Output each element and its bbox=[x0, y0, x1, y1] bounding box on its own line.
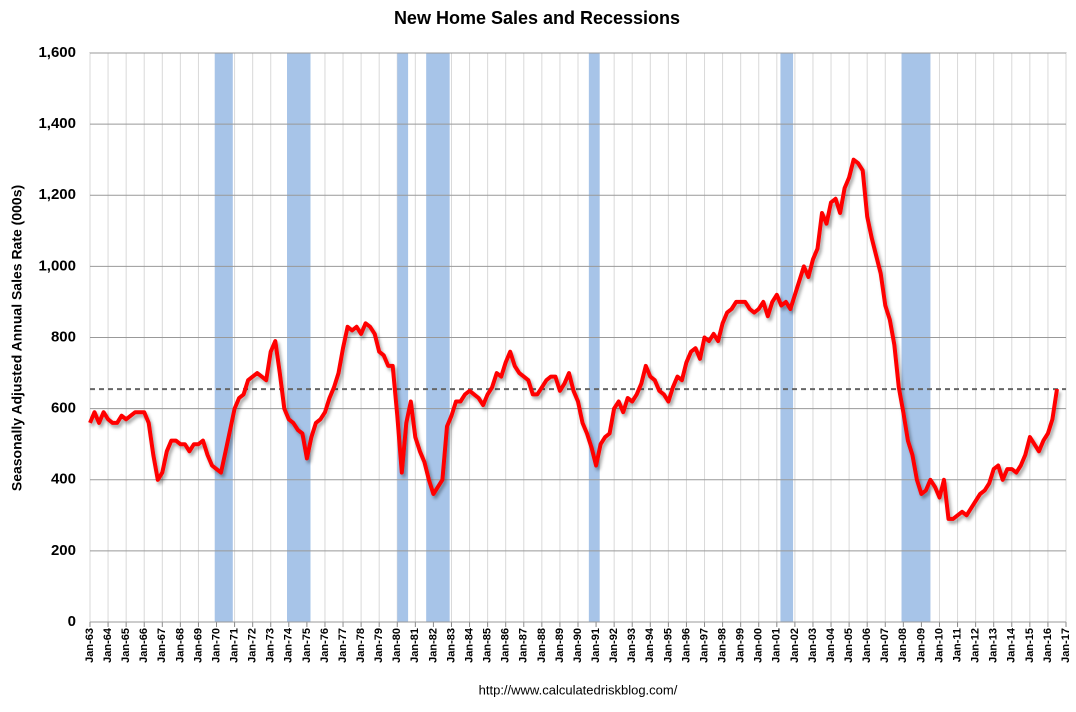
source: http://www.calculatedriskblog.com/ bbox=[479, 682, 678, 697]
y-tick-label: 400 bbox=[51, 471, 76, 488]
x-tick-label: Jan-68 bbox=[174, 628, 186, 663]
y-tick-label: 1,000 bbox=[38, 257, 76, 274]
x-tick-label: Jan-85 bbox=[482, 628, 494, 663]
x-tick-label: Jan-11 bbox=[951, 628, 963, 662]
y-tick-label: 800 bbox=[51, 328, 76, 345]
x-tick-label: Jan-92 bbox=[608, 628, 620, 663]
x-tick-label: Jan-66 bbox=[138, 628, 150, 663]
x-tick-label: Jan-17 bbox=[1060, 628, 1072, 663]
x-tick-label: Jan-13 bbox=[988, 628, 1000, 663]
x-tick-label: Jan-73 bbox=[265, 628, 277, 663]
x-tick-label: Jan-80 bbox=[391, 628, 403, 663]
x-tick-label: Jan-03 bbox=[807, 628, 819, 663]
x-tick-label: Jan-09 bbox=[915, 628, 927, 663]
x-tick-label: Jan-08 bbox=[897, 628, 909, 663]
x-tick-label: Jan-89 bbox=[554, 628, 566, 663]
x-tick-label: Jan-04 bbox=[825, 627, 837, 663]
x-tick-label: Jan-76 bbox=[319, 628, 331, 663]
x-tick-label: Jan-07 bbox=[879, 628, 891, 663]
x-tick-label: Jan-05 bbox=[843, 628, 855, 663]
x-tick-label: Jan-90 bbox=[572, 628, 584, 663]
x-tick-label: Jan-15 bbox=[1024, 628, 1036, 663]
plot-area: Jan-63 Jan-64 Jan-65 Jan-66 Jan-67 Jan-68 Jan-… bbox=[38, 44, 1071, 663]
x-tick-label: Jan-65 bbox=[120, 628, 132, 663]
x-tick-label: Jan-93 bbox=[626, 628, 638, 663]
x-tick-label: Jan-86 bbox=[500, 628, 512, 663]
x-tick-label: Jan-79 bbox=[373, 628, 385, 663]
y-tick-label: 1,600 bbox=[38, 44, 76, 61]
x-tick-label: Jan-16 bbox=[1042, 628, 1054, 663]
x-tick-label: Jan-77 bbox=[337, 628, 349, 663]
x-tick-label: Jan-72 bbox=[247, 628, 259, 663]
x-tick-label: Jan-14 bbox=[1006, 627, 1018, 663]
x-tick-label: Jan-67 bbox=[156, 628, 168, 663]
x-tick-label: Jan-70 bbox=[210, 628, 222, 663]
x-tick-label: Jan-06 bbox=[861, 628, 873, 663]
y-tick-label: 1,400 bbox=[38, 115, 76, 132]
x-tick-label: Jan-02 bbox=[789, 628, 801, 663]
x-tick-label: Jan-88 bbox=[536, 628, 548, 663]
x-tick-label: Jan-83 bbox=[445, 628, 457, 663]
x-tick-label: Jan-99 bbox=[735, 628, 747, 663]
x-tick-label: Jan-10 bbox=[933, 628, 945, 663]
sales-line bbox=[88, 157, 1059, 521]
x-tick-label: Jan-94 bbox=[644, 627, 656, 663]
x-tick-label: Jan-69 bbox=[192, 628, 204, 663]
x-tick-label: Jan-78 bbox=[355, 628, 367, 663]
x-tick-label: Jan-82 bbox=[427, 628, 439, 663]
y-axis-label: Seasonally Adjusted Annual Sales Rate (0… bbox=[9, 185, 25, 491]
x-tick-label: Jan-97 bbox=[698, 628, 710, 663]
y-tick-label: 200 bbox=[51, 542, 76, 559]
x-tick-label: Jan-95 bbox=[662, 628, 674, 663]
x-tick-label: Jan-96 bbox=[680, 628, 692, 663]
x-tick-label: Jan-12 bbox=[970, 628, 982, 663]
x-tick-label: Jan-91 bbox=[590, 628, 602, 663]
x-tick-label: Jan-74 bbox=[283, 627, 295, 663]
x-tick-label: Jan-98 bbox=[716, 628, 728, 663]
chart-title: New Home Sales and Recessions bbox=[394, 8, 680, 28]
y-tick-label: 600 bbox=[51, 400, 76, 417]
x-tick-label: Jan-63 bbox=[84, 628, 96, 663]
x-tick-label: Jan-75 bbox=[301, 628, 313, 663]
x-tick-label: Jan-81 bbox=[409, 628, 421, 663]
x-tick-label: Jan-00 bbox=[753, 628, 765, 663]
x-tick-label: Jan-84 bbox=[463, 627, 475, 663]
y-tick-label: 1,200 bbox=[38, 186, 76, 203]
x-tick-label: Jan-87 bbox=[518, 628, 530, 663]
y-tick-label: 0 bbox=[68, 613, 76, 630]
x-tick-label: Jan-64 bbox=[102, 627, 114, 663]
x-tick-label: Jan-71 bbox=[228, 628, 240, 663]
x-tick-label: Jan-01 bbox=[771, 628, 783, 663]
